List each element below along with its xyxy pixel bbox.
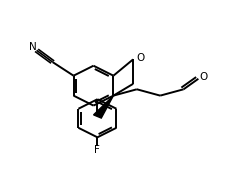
Text: O: O bbox=[137, 54, 145, 63]
Polygon shape bbox=[94, 96, 114, 118]
Text: O: O bbox=[199, 72, 207, 82]
Text: F: F bbox=[94, 145, 100, 155]
Text: N: N bbox=[29, 42, 37, 52]
